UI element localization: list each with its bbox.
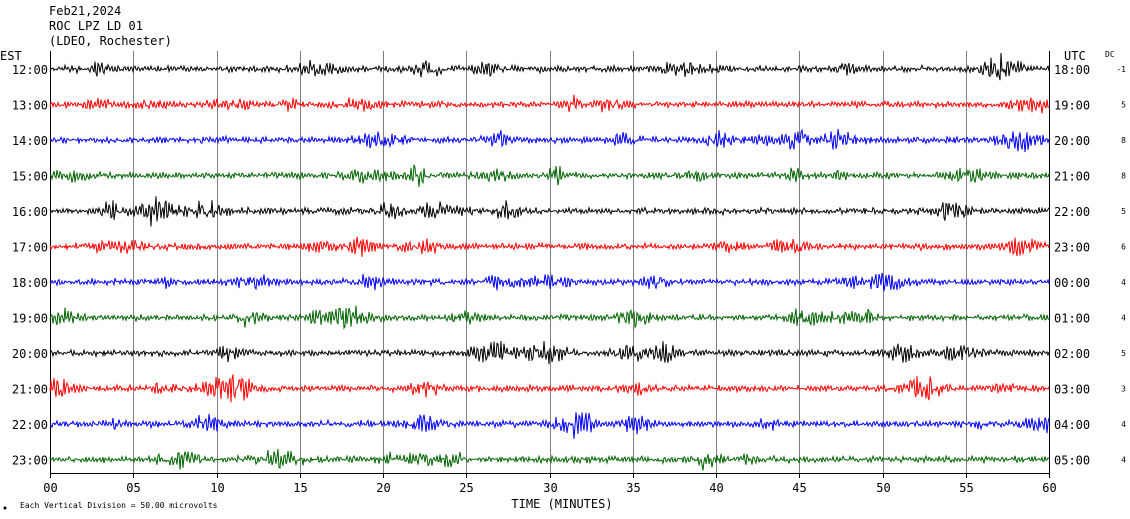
x-tick-label: 45 [792, 481, 806, 495]
dc-offset-label: 5 [1121, 207, 1126, 216]
vertical-grid [50, 51, 1050, 478]
utc-time-label: 23:00 [1054, 241, 1090, 255]
x-tick-label: 30 [543, 481, 557, 495]
x-tick-label: 20 [376, 481, 390, 495]
x-tick-label: 15 [293, 481, 307, 495]
trace-line [49, 164, 1050, 187]
trace-line [49, 448, 1050, 471]
dc-offset-label: 4 [1121, 456, 1126, 465]
utc-time-label: 04:00 [1054, 418, 1090, 432]
est-time-label: 23:00 [12, 454, 48, 468]
est-time-label: 18:00 [12, 276, 48, 290]
x-tick-label: 50 [876, 481, 890, 495]
dc-offset-label: -1 [1116, 65, 1126, 74]
est-time-label: 19:00 [12, 312, 48, 326]
utc-time-label: 00:00 [1054, 276, 1090, 290]
dc-offset-label: 5 [1121, 349, 1126, 358]
est-time-label: 21:00 [12, 383, 48, 397]
trace-line [49, 128, 1050, 153]
utc-time-label: 18:00 [1054, 63, 1090, 77]
x-tick-label: 05 [126, 481, 140, 495]
est-time-label: 15:00 [12, 170, 48, 184]
est-time-label: 17:00 [12, 241, 48, 255]
utc-time-label: 05:00 [1054, 454, 1090, 468]
dc-offset-label: 6 [1121, 243, 1126, 252]
est-time-label: 16:00 [12, 205, 48, 219]
utc-time-label: 19:00 [1054, 99, 1090, 113]
network-label: (LDEO, Rochester) [49, 34, 172, 48]
est-time-label: 20:00 [12, 347, 48, 361]
trace-line [49, 412, 1050, 439]
scale-dot-icon [3, 506, 7, 510]
est-label: EST [0, 49, 22, 63]
trace-line [49, 340, 1050, 365]
utc-label: UTC [1064, 49, 1086, 63]
est-time-label: 13:00 [12, 99, 48, 113]
dc-offset-label: 8 [1121, 136, 1126, 145]
utc-time-label: 20:00 [1054, 134, 1090, 148]
scale-note: Each Vertical Division = 50.00 microvolt… [20, 501, 218, 510]
dc-offset-label: 3 [1121, 385, 1126, 394]
dc-offset-label: 4 [1121, 314, 1126, 323]
trace-line [49, 94, 1050, 114]
x-tick-label: 60 [1042, 481, 1056, 495]
dc-offset-label: 8 [1121, 172, 1126, 181]
trace-line [49, 196, 1050, 227]
est-time-label: 22:00 [12, 418, 48, 432]
est-time-label: 12:00 [12, 63, 48, 77]
est-time-label: 14:00 [12, 134, 48, 148]
x-tick-label: 25 [459, 481, 473, 495]
trace-line [49, 52, 1050, 81]
trace-layer [49, 52, 1050, 471]
dc-header: DC [1105, 50, 1115, 59]
x-tick-label: 35 [626, 481, 640, 495]
trace-line [49, 374, 1050, 403]
utc-time-label: 21:00 [1054, 170, 1090, 184]
trace-line [49, 236, 1050, 257]
x-axis-title: TIME (MINUTES) [511, 497, 612, 511]
trace-line [49, 305, 1050, 330]
x-tick-label: 00 [43, 481, 57, 495]
x-tick-label: 55 [959, 481, 973, 495]
date-label: Feb21,2024 [49, 4, 122, 18]
utc-time-label: 01:00 [1054, 312, 1090, 326]
utc-time-label: 22:00 [1054, 205, 1090, 219]
utc-time-label: 02:00 [1054, 347, 1090, 361]
x-tick-label: 40 [709, 481, 723, 495]
dc-offset-label: 4 [1121, 278, 1126, 287]
x-tick-label: 10 [210, 481, 224, 495]
station-label: ROC LPZ LD 01 [49, 19, 143, 33]
dc-offset-label: 4 [1121, 420, 1126, 429]
trace-line [49, 272, 1050, 292]
utc-time-label: 03:00 [1054, 383, 1090, 397]
dc-offset-label: 5 [1121, 101, 1126, 110]
